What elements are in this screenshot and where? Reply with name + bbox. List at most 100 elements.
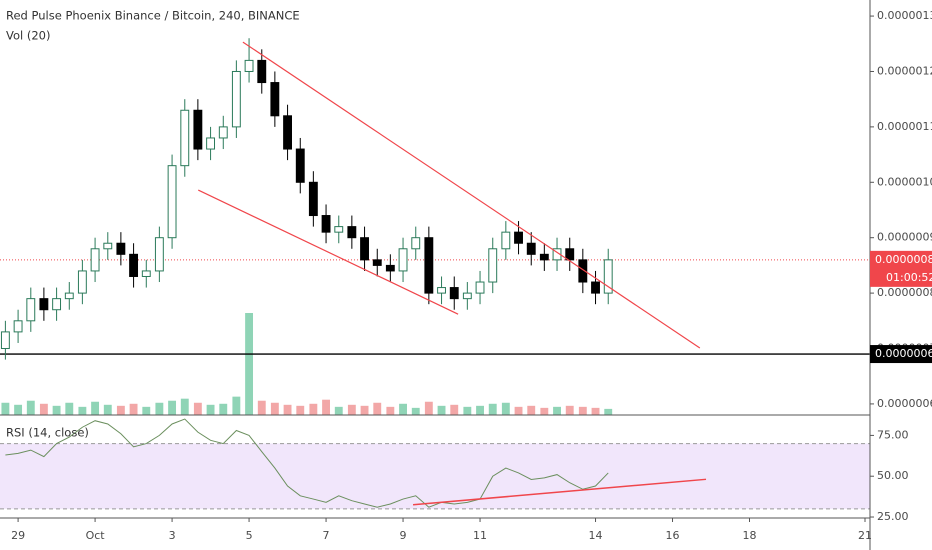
y-tick-label: 0.00000060 <box>877 397 932 410</box>
countdown: 01:00:52 <box>886 271 932 284</box>
x-tick-label: 18 <box>743 529 757 542</box>
volume-bar <box>52 405 61 415</box>
volume-bar <box>565 405 574 415</box>
volume-bar <box>257 400 266 415</box>
x-tick-label: 21 <box>858 529 872 542</box>
volume-bar <box>103 404 112 415</box>
candle-body <box>385 264 395 272</box>
volume-bar <box>450 404 459 415</box>
volume-bar <box>488 403 497 415</box>
y-tick-label: 0.00000110 <box>877 120 932 133</box>
y-tick-label: 0.00000120 <box>877 64 932 77</box>
candle-body <box>411 237 421 250</box>
candle-body <box>52 298 62 311</box>
candle-body <box>270 82 280 117</box>
candle-body <box>372 259 382 266</box>
candle-body <box>578 259 588 283</box>
candle-body <box>218 126 228 139</box>
candle-body <box>90 248 100 272</box>
volume-bar <box>360 405 369 415</box>
candle-body <box>565 248 575 261</box>
candle-body <box>77 270 87 294</box>
rsi-tick-label: 25.00 <box>877 510 909 523</box>
volume-bar <box>155 402 164 415</box>
rsi-line <box>5 418 609 508</box>
trend-line <box>197 189 459 315</box>
volume-bar <box>309 403 318 415</box>
candle-body <box>437 287 446 294</box>
last-price-label: 0.00000086 <box>875 253 932 266</box>
candle-body <box>514 231 523 244</box>
y-tick-label: 0.00000090 <box>877 231 932 244</box>
x-tick-label: 3 <box>169 529 176 542</box>
volume-bar <box>142 406 151 415</box>
x-tick-label: 16 <box>666 529 680 542</box>
volume-bar <box>232 396 241 415</box>
volume-bar <box>604 408 613 415</box>
candle-body <box>321 215 331 233</box>
volume-bar <box>180 398 189 415</box>
x-tick-label: 11 <box>473 529 487 542</box>
plot <box>0 38 870 508</box>
candle-body <box>206 137 216 150</box>
y-tick-label: 0.00000100 <box>877 175 932 188</box>
candle-body <box>488 248 498 283</box>
candle-body <box>64 292 74 300</box>
axes: 0.000000600.000000700.000000800.00000090… <box>11 9 932 542</box>
candle-body <box>475 281 485 294</box>
volume-bar <box>78 406 87 415</box>
candle-body <box>116 242 126 255</box>
volume-bar <box>540 407 549 415</box>
y-tick-label: 0.00000130 <box>877 9 932 22</box>
candle-body <box>424 237 434 294</box>
volume-bar <box>283 404 292 415</box>
candle-body <box>347 226 357 239</box>
volume-bar <box>39 403 48 415</box>
rsi-tick-label: 75.00 <box>877 428 909 441</box>
volume-bar <box>386 406 395 415</box>
candle-body <box>591 281 600 294</box>
rsi-tick-label: 50.00 <box>877 469 909 482</box>
volume-bar <box>591 407 600 415</box>
x-tick-label: 14 <box>589 529 603 542</box>
volume-bar <box>14 404 23 415</box>
candle-body <box>603 259 613 294</box>
volume-bar <box>26 400 35 415</box>
volume-bar <box>168 400 177 415</box>
x-tick-label: 9 <box>400 529 407 542</box>
x-tick-label: Oct <box>86 529 106 542</box>
volume-bar <box>91 401 100 415</box>
hline-label: 0.00000069 <box>875 347 932 360</box>
volume-bar <box>476 405 484 415</box>
volume-bar <box>553 406 561 415</box>
volume-bar <box>1 402 10 415</box>
candle-body <box>193 109 203 150</box>
candle-body <box>501 231 511 250</box>
volume-bar <box>296 405 305 415</box>
volume-bar <box>411 407 420 415</box>
hline-box <box>870 345 932 364</box>
candle-body <box>39 298 49 311</box>
candle-body <box>462 292 472 300</box>
volume-bar <box>206 404 215 415</box>
candle-body <box>449 287 459 300</box>
candle-body <box>526 242 536 255</box>
volume-bar <box>373 402 382 415</box>
candle-body <box>141 270 151 277</box>
x-tick-label: 29 <box>11 529 25 542</box>
candle-body <box>295 148 305 183</box>
volume-bar <box>219 403 228 415</box>
volume-bar <box>270 402 279 415</box>
volume-bar <box>116 405 125 415</box>
volume-bar <box>322 399 330 415</box>
rsi-title: RSI (14, close) <box>6 426 89 440</box>
candle-body <box>398 248 408 272</box>
candle-body <box>180 109 190 167</box>
volume-bar <box>129 403 138 415</box>
x-tick-label: 5 <box>246 529 253 542</box>
candle-body <box>360 237 369 261</box>
volume-bar <box>347 404 356 415</box>
